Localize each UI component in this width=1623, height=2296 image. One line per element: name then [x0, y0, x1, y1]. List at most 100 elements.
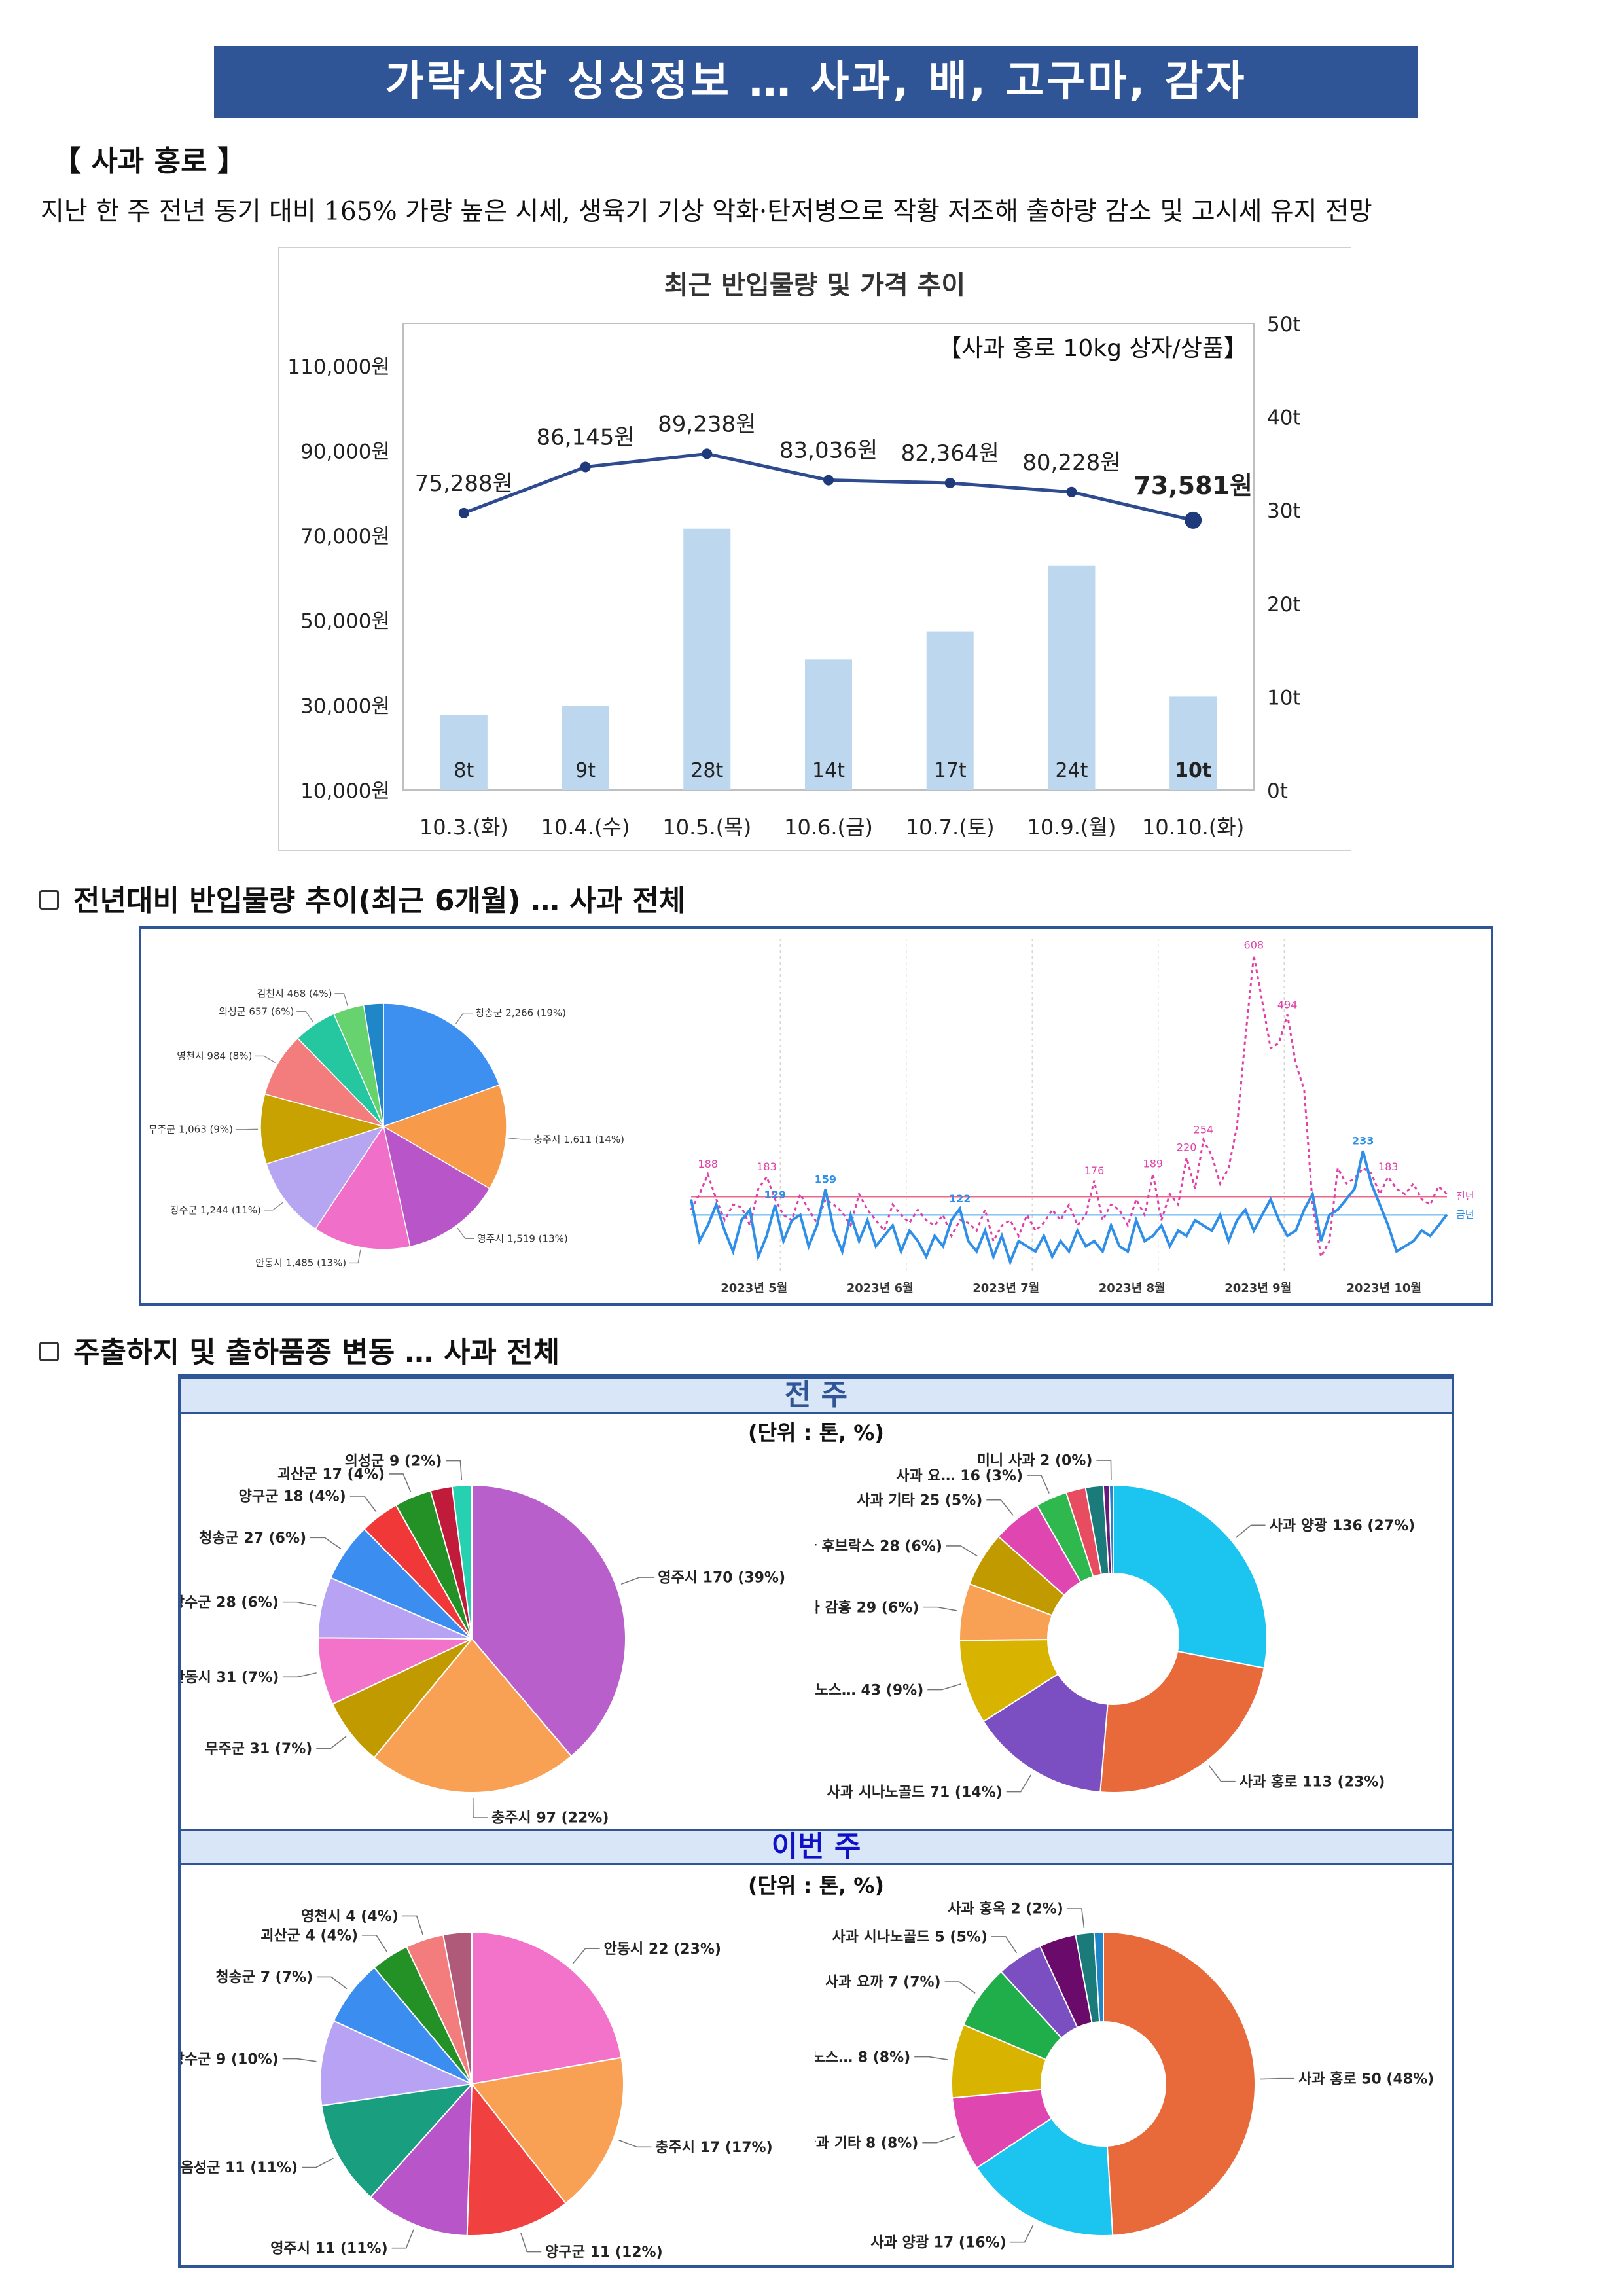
pie-slice — [264, 1037, 385, 1128]
pie-slice — [982, 1673, 1109, 1793]
x-tick-label: 10.7.(토) — [906, 815, 995, 840]
series-point-label: 188 — [698, 1158, 718, 1170]
section-heading-apple-hongro: 【 사과 홍로 】 — [52, 145, 246, 178]
pie-slice — [1093, 1931, 1104, 2023]
volume-bar — [1048, 565, 1096, 790]
volume-bar-label: 17t — [934, 759, 967, 782]
price-volume-chart-frame: 최근 반입물량 및 가격 추이 【사과 홍로 10kg 상자/상품】 10,000원… — [278, 247, 1351, 851]
pie-slice — [260, 1093, 385, 1165]
y-right-tick: 40t — [1267, 406, 1301, 430]
series-point-label: 189 — [1143, 1157, 1164, 1170]
price-label: 82,364원 — [901, 440, 999, 467]
pie-slice-label: 의성군 9 (2%) — [345, 1453, 442, 1469]
leader-line — [282, 2058, 317, 2062]
x-tick-label: 2023년 6월 — [847, 1282, 914, 1295]
pie-slice-label: 청송군 2,266 (19%) — [475, 1007, 566, 1019]
price-point — [1066, 486, 1077, 497]
volume-bar — [440, 715, 488, 790]
volume-bar — [562, 706, 609, 790]
price-label: 80,228원 — [1022, 450, 1120, 476]
leader-line — [402, 1915, 423, 1935]
pie-slice-label: 사과 양광 17 (16%) — [870, 2234, 1006, 2251]
series-point-label: 220 — [1177, 1141, 1197, 1154]
volume-bar — [805, 659, 852, 790]
pie-slice — [319, 2020, 474, 2107]
pie-slice — [369, 2082, 473, 2236]
pie-slice-label: 영천시 4 (4%) — [301, 1909, 399, 1925]
y-right-tick: 10t — [1267, 686, 1301, 709]
chart-annotation: 【사과 홍로 10kg 상자/상품】 — [938, 335, 1247, 362]
pie-slice-label: 청송군 7 (7%) — [215, 1969, 313, 1986]
pie-slice — [451, 1484, 473, 1640]
leader-line — [944, 1981, 976, 1994]
leader-line — [914, 2056, 948, 2060]
checkbox-icon — [39, 890, 59, 910]
leader-line — [317, 1976, 348, 1990]
volume-bar-label: 9t — [575, 759, 596, 782]
pie-slice-label: 사과 감홍 29 (6%) — [815, 1600, 919, 1616]
pie-slice — [321, 2083, 474, 2198]
pie-slice — [471, 1484, 626, 1757]
price-label: 83,036원 — [779, 438, 878, 464]
band-previous-week: 전 주 — [181, 1377, 1452, 1414]
pie-slice-label: 괴산군 17 (4%) — [277, 1467, 385, 1483]
x-tick-label: 2023년 9월 — [1224, 1282, 1291, 1295]
series-point-label: 254 — [1194, 1124, 1214, 1136]
price-point — [944, 477, 955, 488]
x-tick-label: 10.9.(월) — [1027, 815, 1116, 840]
pie-slice — [363, 1003, 384, 1127]
checkbox-icon — [39, 1342, 59, 1361]
curr-region-pie: 안동시 22 (23%) 충주시 17 (17%) 양구군 11 (12%) 영주시 … — [181, 1909, 773, 2261]
pie-slice — [382, 1084, 507, 1190]
series-point-label: 176 — [1084, 1164, 1105, 1177]
x-tick-label: 10.10.(화) — [1142, 815, 1244, 840]
trend-frame: 청송군 2,266 (19%) 충주시 1,611 (14%) 영주시 1,519 … — [139, 926, 1493, 1306]
pie-slice-label: 사과 양광 136 (27%) — [1270, 1518, 1416, 1534]
leader-line — [991, 1936, 1018, 1954]
pie-slice-label: 김천시 468 (4%) — [257, 988, 332, 999]
pie-slice-label: 사과 시나노스… 8 (8%) — [815, 2049, 910, 2066]
series-point-label: 183 — [757, 1160, 777, 1173]
pie-slice-label: 사과 시나노스… 43 (9%) — [815, 1682, 923, 1698]
pie-slice-label: 미니 사과 2 (0%) — [977, 1453, 1093, 1469]
prev-region-pie: 영주시 170 (39%) 충주시 97 (22%) 무주군 31 (7%) 안동시 … — [181, 1453, 785, 1827]
leader-line — [946, 1545, 978, 1557]
pie-slice-label: 사과 요까 7 (7%) — [825, 1975, 941, 1991]
leader-line — [310, 1537, 342, 1549]
pie-slice-label: 무주군 31 (7%) — [205, 1741, 312, 1757]
pie-slice-label: 사과 기타 8 (8%) — [815, 2135, 918, 2151]
series-point-label: 608 — [1244, 939, 1264, 952]
pie-slice — [382, 1125, 491, 1247]
market-summary: 지난 한 주 전년 동기 대비 165% 가량 높은 시세, 생육기 기상 악화… — [41, 197, 1372, 226]
leader-line — [922, 2136, 955, 2144]
volume-bar-label: 24t — [1055, 759, 1088, 782]
this-year-line — [690, 1150, 1448, 1266]
section-heading-6m-trend: 전년대비 반입물량 추이(최근 6개월) … 사과 전체 — [39, 877, 685, 919]
volume-bar-label: 10t — [1175, 759, 1211, 782]
pie-slice-label: 충주시 97 (22%) — [491, 1810, 609, 1827]
pie-slice-label: 영주시 170 (39%) — [658, 1570, 785, 1587]
x-tick-label: 2023년 5월 — [721, 1282, 787, 1295]
pie-slice-label: 장수군 28 (6%) — [181, 1594, 279, 1611]
volume-bar — [683, 528, 731, 790]
pie-slice — [332, 1966, 473, 2085]
leader-line — [1235, 1524, 1266, 1538]
pie-slice — [471, 1931, 622, 2085]
x-tick-label: 2023년 7월 — [972, 1282, 1039, 1295]
price-point — [1185, 511, 1202, 529]
leader-line — [472, 1797, 488, 1818]
pie-slice-label: 장수군 1,244 (11%) — [170, 1204, 261, 1216]
pie-slice-label: 영천시 984 (8%) — [177, 1050, 252, 1062]
y-left-tick: 30,000원 — [300, 694, 390, 718]
leader-line — [508, 1138, 531, 1140]
leader-line — [446, 1460, 463, 1480]
pie-slice-label: 사과 홍로 50 (48%) — [1298, 2071, 1434, 2087]
leader-line — [1010, 2224, 1034, 2243]
pie-slice-label: 사과 홍로 113 (23%) — [1240, 1774, 1385, 1790]
x-tick-label: 2023년 8월 — [1099, 1282, 1166, 1295]
pie-slice-label: 영주시 1,519 (13%) — [477, 1232, 568, 1244]
price-point — [702, 448, 713, 459]
leader-line — [618, 2139, 652, 2148]
pie-slice — [314, 1125, 411, 1250]
pie-slice — [1103, 1931, 1256, 2236]
